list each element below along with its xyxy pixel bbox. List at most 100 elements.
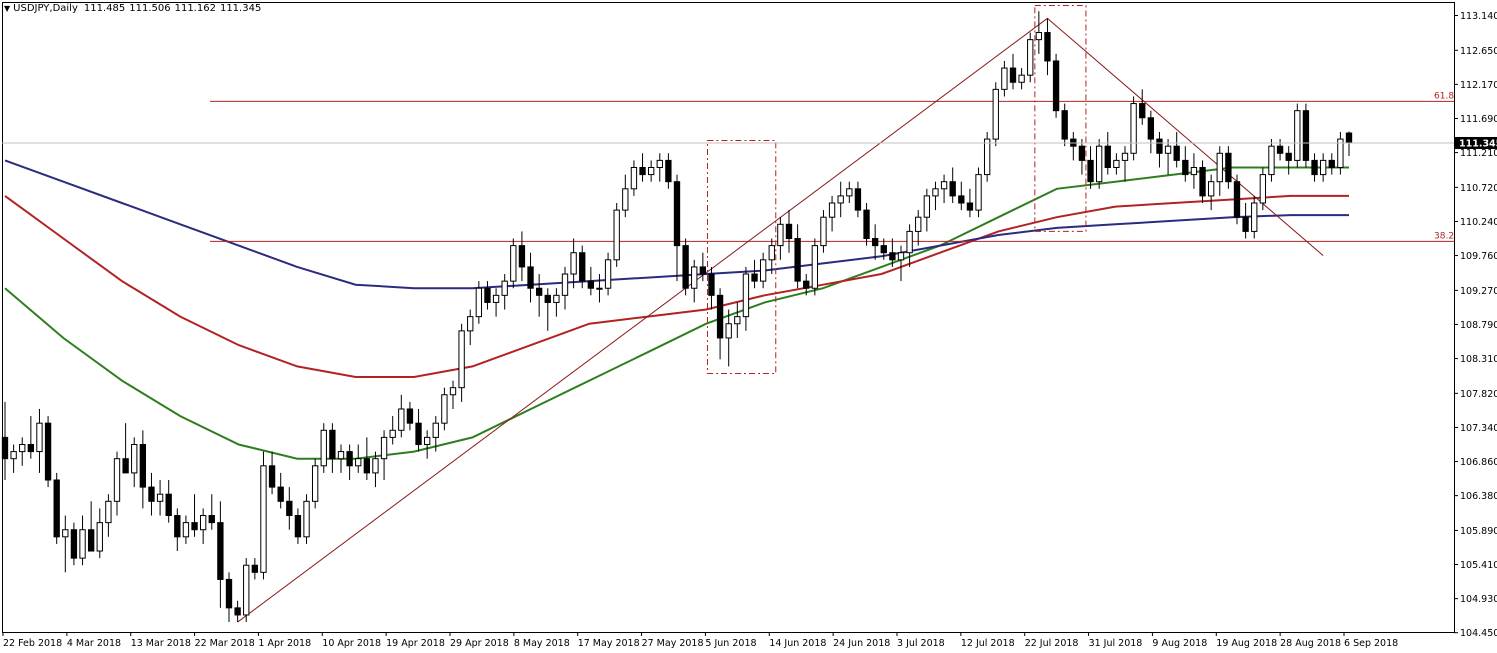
candle-body xyxy=(1294,110,1301,161)
candle-body xyxy=(777,223,784,247)
candle-body xyxy=(570,252,577,275)
candle xyxy=(673,174,681,282)
candle xyxy=(217,501,224,608)
candle xyxy=(70,522,78,566)
candle-body xyxy=(1199,166,1206,197)
candle xyxy=(36,408,43,473)
candle xyxy=(475,281,483,324)
candle-body xyxy=(794,238,801,282)
open-value: 111.485 xyxy=(83,3,126,14)
y-axis-tick-label: 106.380 xyxy=(1460,491,1497,502)
candle xyxy=(1095,139,1103,189)
candle-body xyxy=(1311,159,1318,176)
candle-body xyxy=(363,458,371,474)
candle-body xyxy=(639,166,646,176)
candle xyxy=(1070,131,1077,161)
x-axis-tick-label: 5 Jun 2018 xyxy=(705,638,756,649)
candle xyxy=(1251,195,1258,239)
x-axis-tick-label: 13 Mar 2018 xyxy=(131,638,191,649)
candle-body xyxy=(62,529,69,538)
candle xyxy=(1190,153,1198,189)
candle-body xyxy=(449,387,457,396)
candle xyxy=(96,508,103,559)
candle xyxy=(708,266,715,310)
candle-body xyxy=(182,522,190,538)
candle xyxy=(62,515,69,573)
candle-body xyxy=(535,287,543,296)
candle-body xyxy=(1173,145,1180,161)
candle-body xyxy=(36,422,43,453)
candle xyxy=(423,430,431,459)
candle-body xyxy=(1001,67,1008,90)
y-axis-tick-label: 108.790 xyxy=(1460,320,1497,331)
candle-body xyxy=(846,188,853,197)
candle xyxy=(837,181,844,218)
x-axis-tick-label: 24 Jun 2018 xyxy=(833,638,890,649)
candle-body xyxy=(1285,152,1292,161)
candle-body xyxy=(561,273,569,296)
x-axis-tick-label: 10 Apr 2018 xyxy=(322,638,381,649)
candle xyxy=(260,451,267,580)
candle xyxy=(1242,203,1249,239)
candle-body xyxy=(225,578,233,609)
candle xyxy=(1285,146,1292,175)
candle xyxy=(1328,153,1335,175)
candle-body xyxy=(803,280,810,289)
candle xyxy=(889,238,896,267)
candle-body xyxy=(303,500,310,538)
candle-body xyxy=(863,209,870,240)
candle xyxy=(415,408,422,452)
candle-body xyxy=(1044,32,1051,62)
candle-body xyxy=(1104,145,1111,168)
candle xyxy=(768,238,775,275)
candle xyxy=(1319,153,1327,182)
candle-body xyxy=(691,266,698,289)
candle xyxy=(1104,131,1111,175)
candle xyxy=(1156,131,1163,168)
candle-body xyxy=(708,273,715,296)
candle-body xyxy=(837,195,844,204)
candle-body xyxy=(165,493,172,517)
candle-body xyxy=(234,607,241,616)
candle xyxy=(1199,160,1206,204)
collapse-triangle-icon[interactable]: ▼ xyxy=(4,4,11,13)
candle xyxy=(863,203,870,246)
candle xyxy=(19,437,26,466)
candle xyxy=(44,416,52,488)
candle xyxy=(923,188,931,232)
candle-body xyxy=(268,465,276,488)
candle-body xyxy=(10,451,17,460)
candle xyxy=(432,416,439,452)
candle xyxy=(105,494,112,537)
candle-body xyxy=(1302,110,1310,161)
fibonacci-level-label: 38.2 xyxy=(1434,231,1454,241)
candle xyxy=(1268,139,1275,182)
candle xyxy=(527,252,534,303)
candle xyxy=(389,416,396,445)
candle-body xyxy=(148,486,155,502)
candle xyxy=(1,401,9,481)
candle xyxy=(1052,53,1060,118)
candle xyxy=(906,224,913,267)
candle xyxy=(1035,11,1043,54)
candle-body xyxy=(1268,145,1275,176)
symbol-label: USDJPY,Daily xyxy=(13,3,78,14)
candle-body xyxy=(1251,202,1258,232)
candle xyxy=(27,416,35,459)
candle xyxy=(1001,60,1008,97)
candle xyxy=(958,181,965,211)
candle xyxy=(682,238,689,296)
candle xyxy=(355,444,362,473)
candle xyxy=(940,174,948,204)
candle-body xyxy=(1061,110,1068,140)
candle-body xyxy=(553,294,560,303)
candle xyxy=(1259,167,1267,211)
candle xyxy=(854,181,862,218)
candle xyxy=(234,600,241,623)
candle xyxy=(656,153,663,182)
candle xyxy=(320,423,327,473)
candle xyxy=(406,401,414,431)
candle-body xyxy=(174,515,181,538)
